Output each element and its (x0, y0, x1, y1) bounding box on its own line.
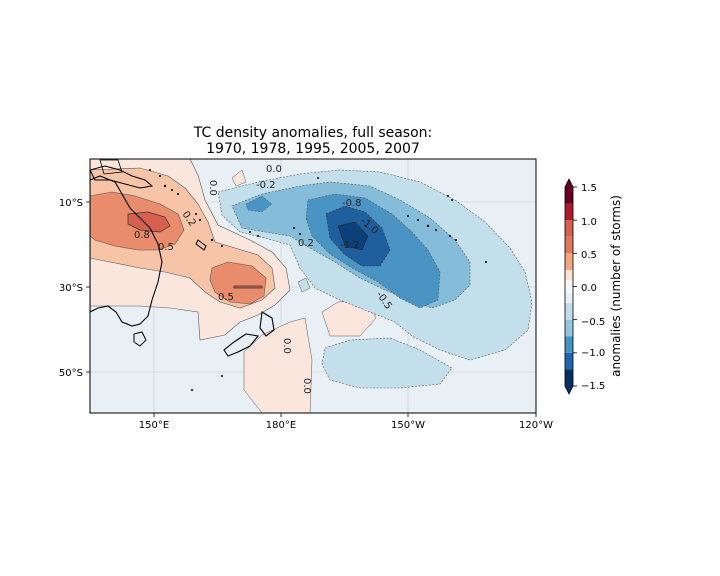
pacific-islands (149, 169, 487, 391)
colorbar-tick-labels: 1.5 1.0 0.5 0.0 −0.5 −1.0 −1.5 (581, 183, 605, 392)
colorbar-label: anomalies (number of storms) (609, 195, 623, 377)
colorbar-segment (565, 236, 573, 254)
colorbar-segment (565, 352, 573, 370)
contour-label: -0.2 (256, 180, 276, 191)
contour-label: 0.5 (158, 242, 174, 253)
x-tick-labels: 150°E 180°E 150°W 120°W (139, 420, 553, 431)
x-tick-label: 120°W (519, 420, 553, 431)
x-tick-label: 150°E (139, 420, 169, 431)
contour-label: 0.8 (134, 230, 150, 241)
colorbar-segment (565, 369, 573, 386)
contour-label: -0.8 (342, 198, 362, 209)
colorbar-over-arrow (565, 179, 573, 187)
colorbar-tick-label: 1.5 (581, 183, 597, 194)
neg-anomaly-max (337, 221, 369, 251)
colorbar-tick-label: 1.0 (581, 217, 597, 228)
pos-anomaly-core-south (233, 285, 263, 289)
contour-label: -1.2 (340, 240, 360, 251)
y-tick-label: 10°S (59, 198, 83, 209)
colorbar-segment (565, 303, 573, 320)
colorbar-under-arrow (565, 386, 573, 394)
tasmania-coastline (133, 331, 147, 347)
colorbar-segment (565, 319, 573, 337)
contour-label: 0.5 (218, 292, 234, 303)
contour-label: 0.0 (281, 338, 292, 354)
australia-coastline (90, 175, 163, 327)
neg-anomaly-region-south (321, 337, 453, 389)
colorbar-tick-label: 0.0 (581, 283, 597, 294)
neg-patch-small (297, 277, 311, 293)
new-zealand-south-island (223, 333, 260, 357)
x-tick-marks (153, 413, 537, 417)
colorbar-tick-label: −1.5 (581, 381, 605, 392)
colorbar-segment (565, 336, 573, 353)
map-frame (89, 158, 537, 414)
colorbar-segment (565, 269, 573, 280)
pos-patch-north (231, 169, 247, 187)
colorbar-tick-label: −1.0 (581, 348, 605, 359)
neg-patch-north (245, 195, 273, 213)
new-guinea-coastline (90, 165, 154, 189)
contour-label: 0.0 (266, 164, 282, 175)
x-tick-label: 150°W (391, 420, 425, 431)
pos-anomaly-region-strong-south (209, 261, 267, 305)
colorbar-segment (565, 293, 573, 304)
colorbar-ticks (573, 186, 577, 387)
map-panel (90, 159, 536, 413)
colorbar-segment (565, 279, 573, 294)
contour-label: 0.2 (298, 238, 314, 249)
colorbar-tick-label: −0.5 (581, 317, 605, 328)
y-tick-labels: 10°S 30°S 50°S (59, 198, 83, 379)
colorbar-segments (565, 187, 573, 386)
colorbar-segment (565, 187, 573, 204)
contour-label: 0.0 (301, 378, 312, 394)
colorbar-tick-label: 0.5 (581, 250, 597, 261)
new-zealand-north-island (259, 311, 275, 337)
x-tick-label: 180°E (266, 420, 296, 431)
y-tick-label: 30°S (59, 283, 83, 294)
map-title-line-2: 1970, 1978, 1995, 2005, 2007 (206, 141, 420, 157)
colorbar-segment (565, 203, 573, 221)
y-tick-label: 50°S (59, 368, 83, 379)
colorbar-segment (565, 253, 573, 270)
land-outline-north (99, 159, 123, 175)
y-tick-marks (86, 201, 90, 373)
colorbar: 1.5 1.0 0.5 0.0 −0.5 −1.0 −1.5 anomalies… (564, 178, 623, 395)
colorbar-segment (565, 220, 573, 237)
new-caledonia-coastline (195, 239, 207, 251)
contour-label: 0.0 (207, 180, 218, 196)
map-title-line-1: TC density anomalies, full season: (193, 125, 433, 141)
pos-patch-south (243, 317, 313, 413)
